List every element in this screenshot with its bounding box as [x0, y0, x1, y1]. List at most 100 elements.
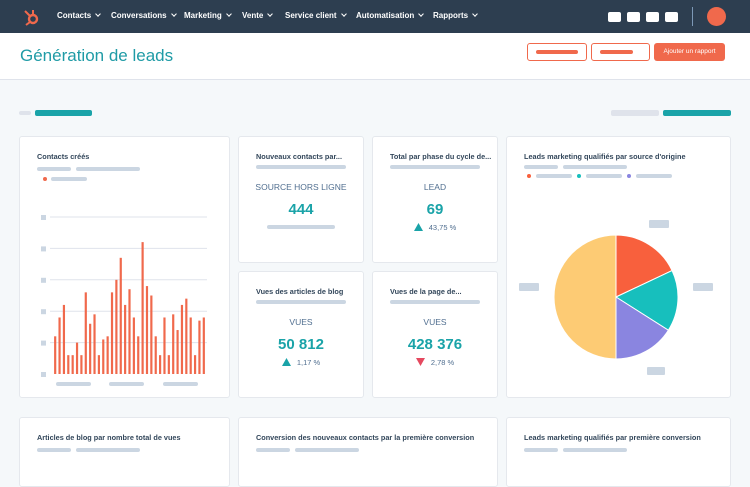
placeholder	[563, 165, 627, 169]
bar	[124, 304, 127, 374]
slice-label	[693, 283, 713, 291]
bar	[106, 336, 109, 374]
filter[interactable]	[611, 110, 659, 116]
slice-label	[647, 367, 665, 375]
change-value: 1,17 %	[296, 358, 321, 367]
placeholder	[19, 111, 31, 115]
bar	[115, 279, 118, 374]
filter[interactable]	[35, 110, 92, 116]
top-nav: Contacts Conversations Marketing Vente Servi…	[0, 0, 750, 33]
kpi-change: 43,75 %	[373, 223, 497, 232]
pie-slice	[615, 234, 673, 298]
card-title: Leads marketing qualifiés par source d'o…	[524, 152, 686, 161]
placeholder	[636, 174, 672, 178]
pie-slice	[553, 234, 617, 360]
card-title: Vues des articles de blog	[256, 287, 344, 296]
kpi-label: LEAD	[423, 182, 447, 192]
placeholder	[163, 382, 198, 386]
add-report-button[interactable]: Ajouter un rapport	[654, 43, 725, 61]
bar	[84, 292, 87, 374]
bar	[128, 289, 131, 374]
bar	[97, 355, 100, 374]
bar	[110, 292, 114, 374]
bar	[180, 304, 184, 374]
tick-mark	[41, 246, 46, 252]
bar	[102, 339, 105, 374]
bar	[193, 355, 197, 374]
nav-item[interactable]: Conversations	[111, 11, 176, 20]
nav-item[interactable]: Automatisation	[356, 11, 423, 20]
bar	[150, 295, 153, 374]
placeholder	[109, 382, 144, 386]
bar	[163, 317, 166, 374]
card-title: Total par phase du cycle de...	[390, 152, 492, 161]
tick-mark	[41, 309, 46, 315]
nav-item[interactable]: Rapports	[433, 11, 477, 20]
placeholder	[267, 225, 335, 229]
nav-item[interactable]: Marketing	[184, 11, 231, 20]
nav-item[interactable]: Vente	[242, 11, 272, 20]
placeholder	[51, 177, 87, 181]
button[interactable]	[527, 43, 587, 61]
kpi-value: 428 376	[407, 336, 463, 353]
arrow	[415, 358, 425, 366]
placeholder	[524, 448, 558, 452]
nav-item[interactable]: Service client	[285, 11, 346, 20]
kpi-value: 444	[288, 201, 314, 218]
placeholder	[563, 448, 627, 452]
bar	[167, 355, 170, 374]
card: Leads marketing qualifiés par source d'o…	[506, 136, 731, 398]
tick-mark	[41, 372, 46, 377]
legend-dot	[527, 174, 531, 178]
bar	[198, 320, 201, 374]
bar	[80, 355, 83, 374]
nav-icon[interactable]	[608, 12, 621, 22]
bar	[141, 242, 144, 374]
nav-icon[interactable]	[646, 12, 659, 22]
nav-icon[interactable]	[665, 12, 678, 22]
kpi-card: Nouveaux contacts par... SOURCE HORS LIGN…	[238, 136, 364, 263]
pie-chart	[519, 174, 713, 375]
card: Articles de blog par nombre total de vue…	[19, 417, 230, 487]
pie-slice	[615, 296, 670, 360]
card-title: Contacts créés	[37, 152, 90, 161]
avatar[interactable]	[707, 7, 726, 26]
card-title: Conversion des nouveaux contacts par la …	[256, 433, 475, 442]
bar	[58, 317, 61, 374]
placeholder	[37, 448, 71, 452]
bar	[75, 342, 79, 374]
placeholder	[536, 174, 572, 178]
bar	[172, 314, 175, 374]
kpi-card: Vues de la page de... VUES 428 376 2,78 %	[372, 271, 498, 398]
bar	[176, 330, 179, 374]
logo[interactable]	[22, 8, 40, 26]
bar	[89, 323, 92, 374]
nav-icon[interactable]	[627, 12, 640, 22]
legend-dot	[627, 174, 631, 178]
bar	[145, 286, 149, 374]
slice-label	[519, 283, 539, 291]
bar	[202, 317, 205, 374]
legend-dot	[577, 174, 581, 178]
trend-arrow	[281, 358, 291, 366]
placeholder	[524, 165, 558, 169]
legend-dot	[43, 177, 47, 181]
change-value: 2,78 %	[430, 358, 455, 367]
kpi-value: 69	[426, 201, 444, 218]
bar	[62, 304, 66, 374]
filter[interactable]	[663, 110, 731, 116]
bar	[67, 355, 70, 374]
nav-item[interactable]: Contacts	[57, 11, 100, 20]
arrow	[281, 358, 291, 366]
pie-slice	[614, 269, 679, 331]
placeholder	[256, 448, 290, 452]
card-title: Nouveaux contacts par...	[256, 152, 342, 161]
card: Leads marketing qualifiés par première c…	[506, 417, 731, 487]
trend-arrow	[413, 223, 423, 231]
placeholder	[586, 174, 622, 178]
placeholder	[295, 448, 359, 452]
dropdown[interactable]	[591, 43, 650, 61]
placeholder	[256, 165, 346, 169]
arrow	[413, 223, 423, 231]
